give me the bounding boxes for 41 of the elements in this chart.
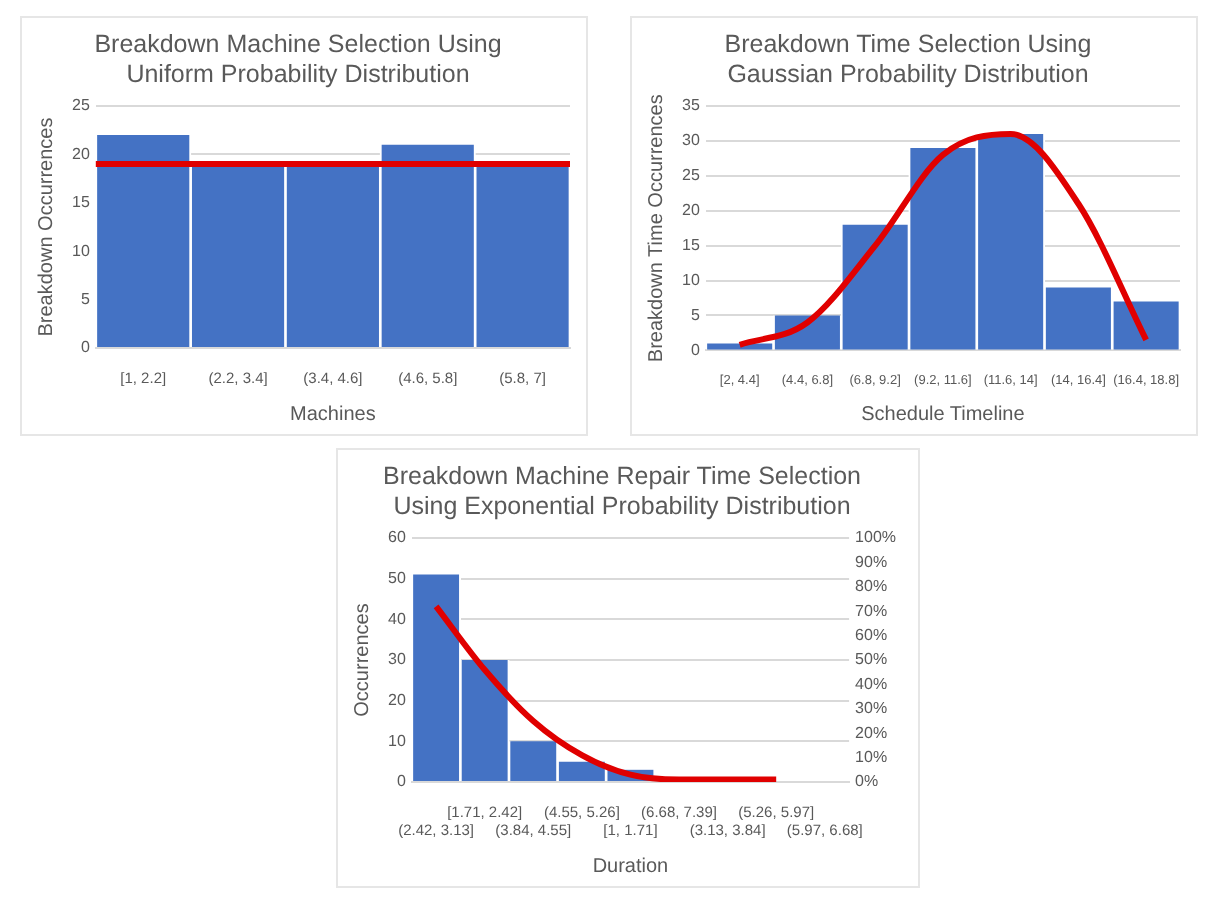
y-tick-label: 20	[71, 144, 91, 163]
y-axis-title: Breakdown Occurrences	[35, 117, 58, 337]
chart-title: Breakdown Machine Selection Using Uniform Probability Distribution	[94, 29, 502, 88]
y-tick-label: 25	[681, 166, 701, 185]
y-tick-label: 15	[681, 236, 701, 255]
y-tick-label: 10	[71, 241, 91, 260]
y-tick-label: 20	[387, 691, 407, 710]
y2-tick-label: 40%	[855, 674, 888, 693]
y2-tick-label: 10%	[855, 748, 888, 767]
y2-tick-label: 20%	[855, 723, 888, 742]
y-tick-label: 50	[387, 569, 407, 588]
y-tick-label: 60	[387, 528, 407, 547]
y-tick-label: 25	[71, 96, 91, 115]
y2-tick-label: 50%	[855, 650, 888, 669]
y-tick-label: 5	[690, 305, 701, 324]
y-tick-label: 0	[80, 338, 91, 357]
y-tick-label: 30	[387, 650, 407, 669]
x-axis-title: Duration	[592, 855, 669, 878]
x-axis-title: Machines	[290, 403, 376, 426]
y-tick-label: 20	[681, 201, 701, 220]
y-tick-label: 0	[396, 772, 407, 791]
y2-tick-label: 30%	[855, 699, 888, 718]
x-axis-title: Schedule Timeline	[861, 403, 1026, 426]
y-axis-title: Breakdown Time Occurrences	[645, 94, 668, 363]
y-tick-label: 0	[690, 340, 701, 359]
y-tick-label: 35	[681, 96, 701, 115]
y2-tick-label: 90%	[855, 552, 888, 571]
chart-title: Breakdown Machine Repair Time Selection Using Exponential Probability Distribution	[382, 461, 862, 520]
chart-title: Breakdown Time Selection Using Gaussian Probability Distribution	[724, 29, 1092, 88]
y-tick-label: 15	[71, 193, 91, 212]
y-tick-label: 10	[681, 270, 701, 289]
y-tick-label: 5	[80, 290, 91, 309]
y2-tick-label: 70%	[855, 601, 888, 620]
y2-tick-label: 60%	[855, 626, 888, 645]
y2-tick-label: 0%	[855, 772, 879, 791]
y-axis-title: Occurrences	[351, 603, 374, 717]
y2-tick-label: 100%	[855, 528, 897, 547]
y-tick-label: 10	[387, 731, 407, 750]
y2-tick-label: 80%	[855, 577, 888, 596]
y-tick-label: 40	[387, 609, 407, 628]
y-tick-label: 30	[681, 131, 701, 150]
